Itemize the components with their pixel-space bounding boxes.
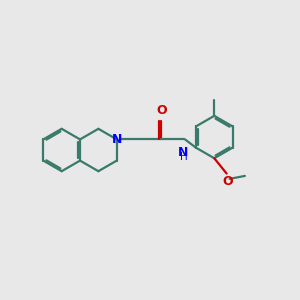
Text: O: O bbox=[156, 104, 166, 117]
Text: N: N bbox=[178, 146, 189, 159]
Text: O: O bbox=[222, 175, 232, 188]
Text: N: N bbox=[112, 133, 122, 146]
Text: H: H bbox=[180, 152, 188, 162]
